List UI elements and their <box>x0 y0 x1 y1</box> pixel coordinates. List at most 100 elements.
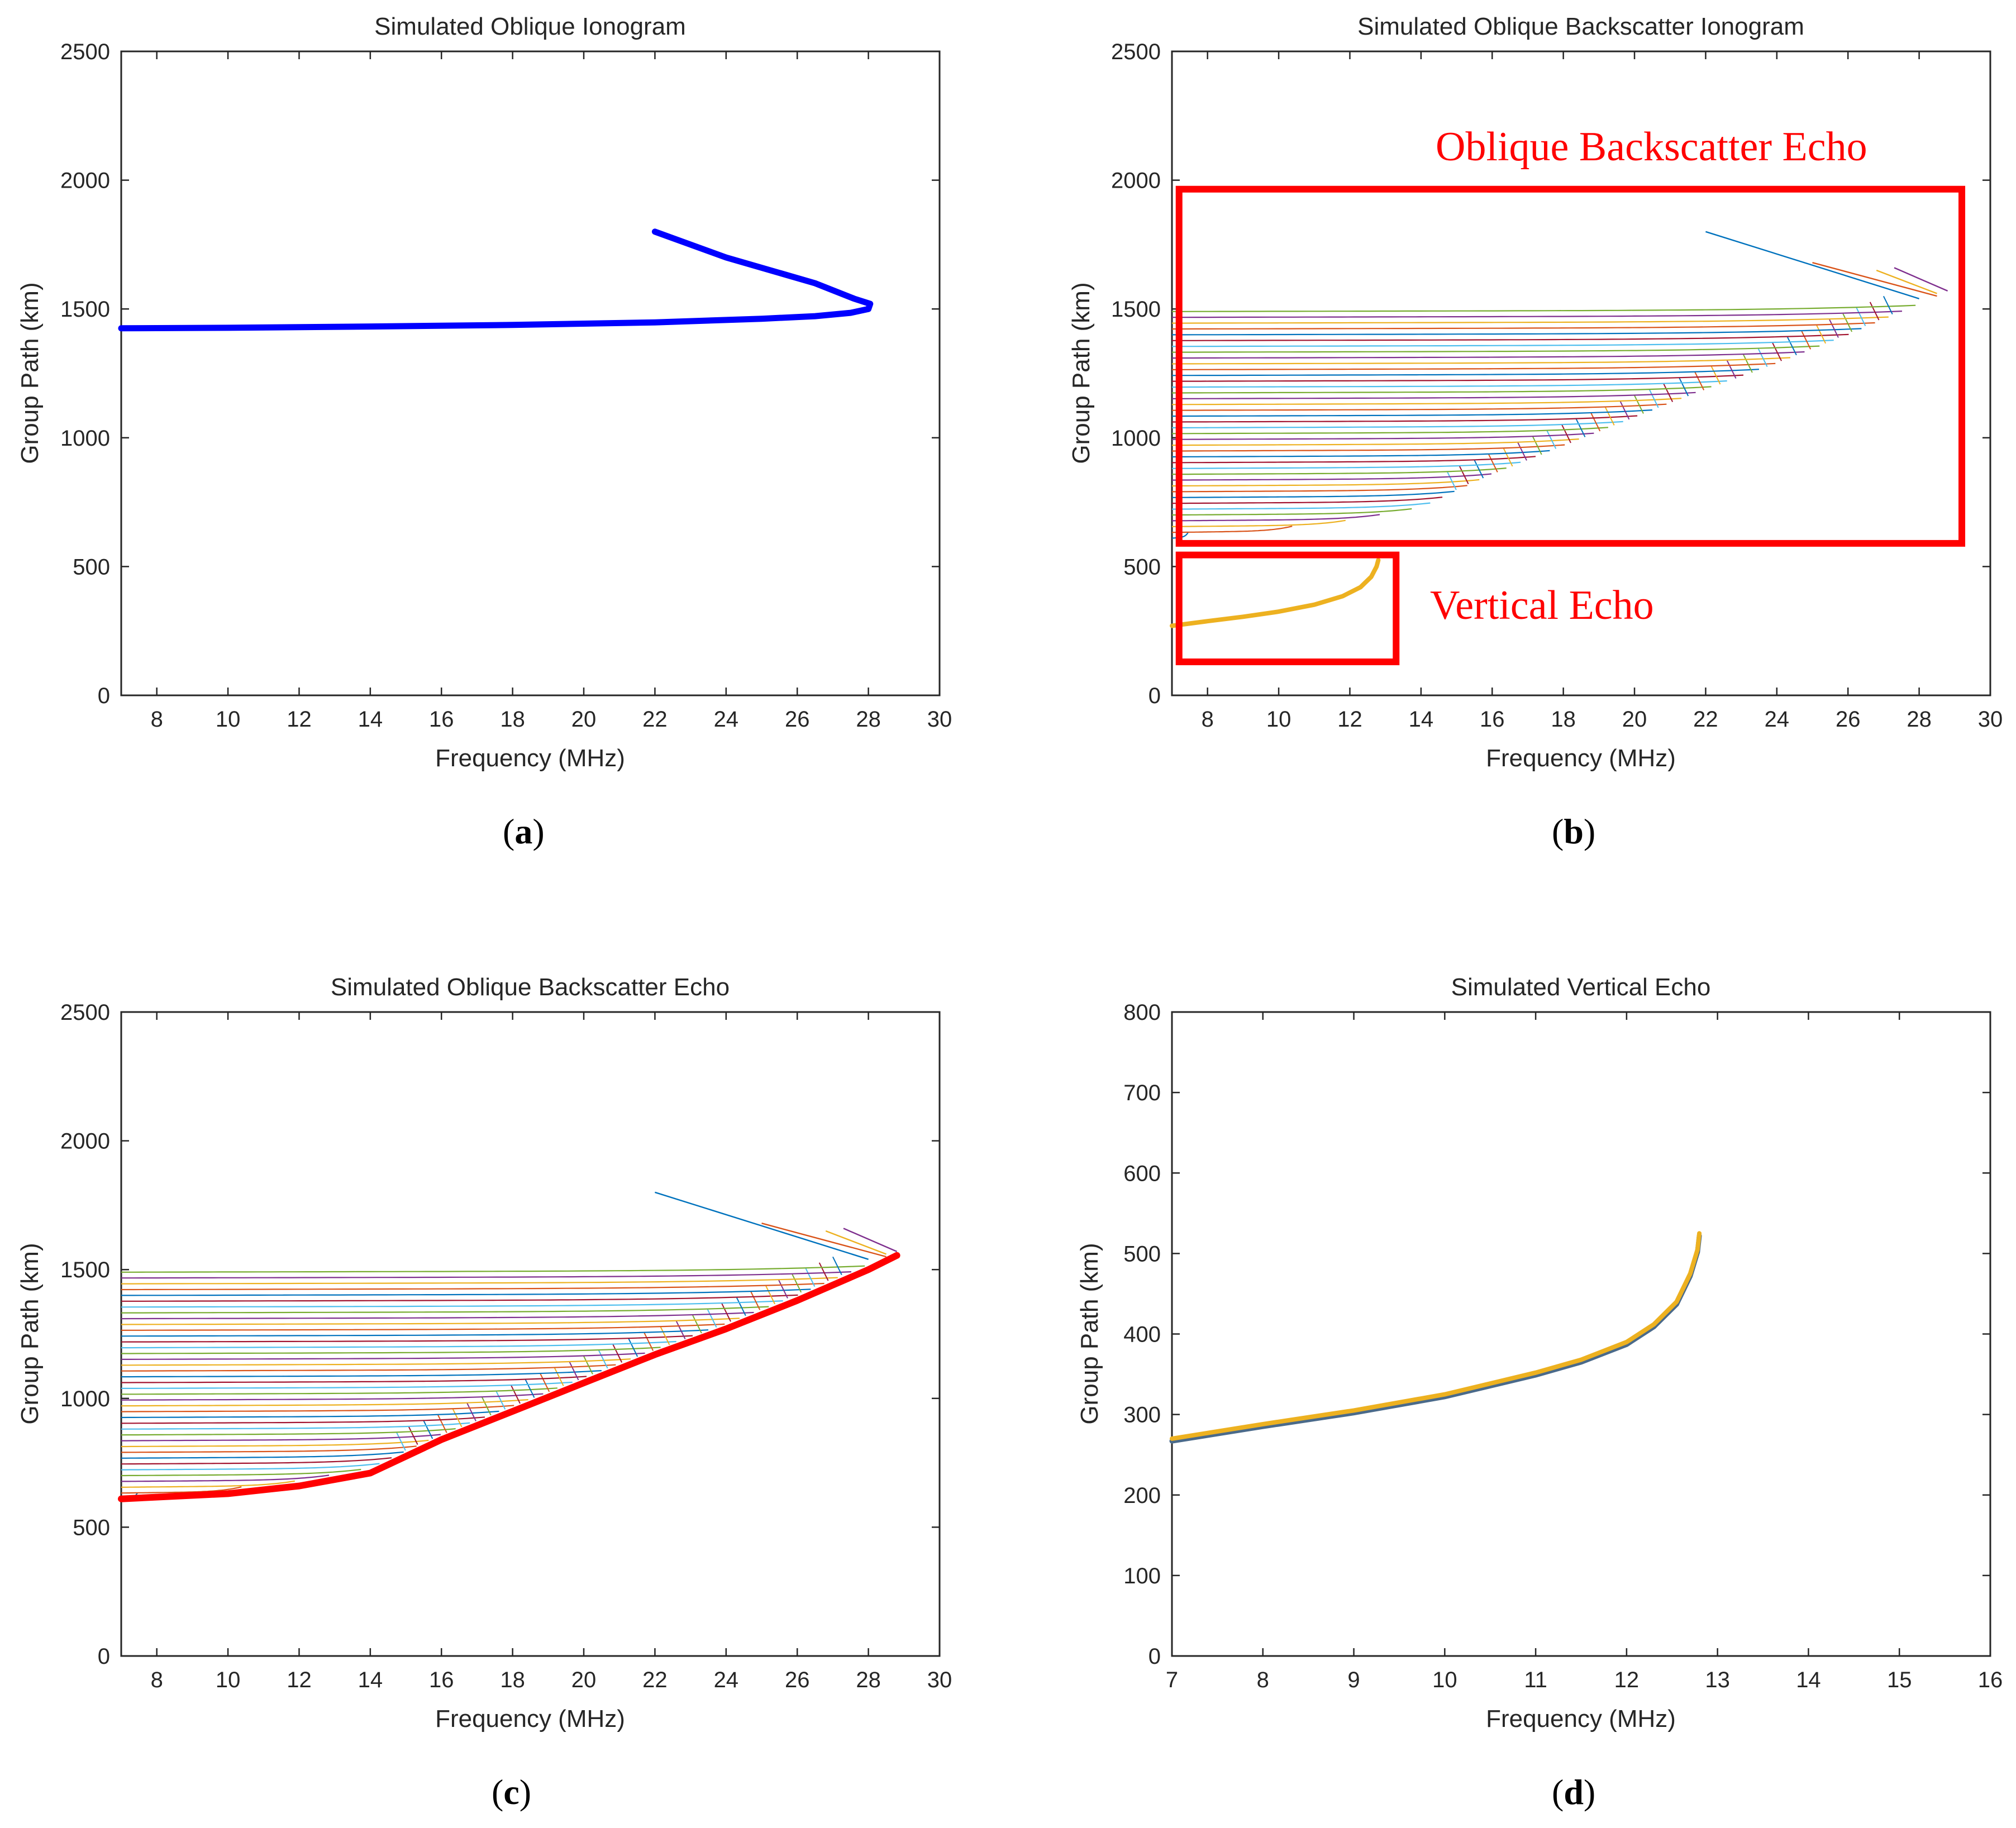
echo-tick <box>482 1397 492 1416</box>
echo-curve <box>121 1480 295 1488</box>
x-tick-label: 11 <box>1524 1668 1547 1692</box>
echo-tick <box>1869 302 1880 321</box>
echo-curve <box>1172 398 1682 405</box>
echo-tick <box>569 1362 579 1381</box>
echo-tick <box>1488 454 1498 472</box>
echo-high-ray <box>1876 269 1937 294</box>
echo-tick <box>1546 430 1557 449</box>
echo-curve <box>121 1451 404 1459</box>
x-tick-label: 12 <box>287 707 312 732</box>
x-tick-label: 16 <box>1480 707 1505 732</box>
echo-tick <box>1757 348 1768 367</box>
echo-tick <box>644 1332 654 1351</box>
echo-tick <box>1474 460 1484 479</box>
y-tick-label: 500 <box>73 1515 110 1540</box>
echo-tick <box>750 1291 761 1310</box>
echo-curve <box>121 1323 725 1331</box>
echo-tick <box>583 1356 593 1374</box>
y-tick-label: 2000 <box>60 1129 110 1154</box>
title-c: Simulated Oblique Backscatter Echo <box>331 973 730 1001</box>
echo-curve <box>1172 514 1380 522</box>
y-tick-label: 500 <box>1123 1242 1161 1266</box>
y-tick-label: 0 <box>98 1644 110 1669</box>
echo-tick <box>598 1350 608 1369</box>
x-tick-label: 7 <box>1166 1668 1178 1692</box>
echo-curve <box>121 1474 330 1482</box>
y-tick-label: 1500 <box>60 1258 110 1282</box>
echo-curve <box>1172 415 1638 423</box>
echo-tick <box>1648 389 1659 408</box>
echo-tick <box>1726 360 1737 379</box>
echo-curve <box>1171 450 1550 458</box>
echo-curve <box>121 1329 709 1337</box>
echo-curve <box>1172 473 1492 481</box>
lines-c <box>118 1191 900 1502</box>
ylabel-d: Group Path (km) <box>1076 1243 1103 1424</box>
echo-curve <box>121 1306 769 1314</box>
echo-tick <box>1517 442 1527 461</box>
echo-curve <box>121 1358 631 1366</box>
echo-tick <box>1883 295 1893 315</box>
echo-curve <box>1172 427 1608 435</box>
echo-curve <box>121 1265 865 1273</box>
vertical-echo-line <box>1170 557 1381 628</box>
echo-curve <box>1172 392 1696 399</box>
y-tick-label: 2500 <box>1111 40 1161 64</box>
echo-curve <box>1171 526 1293 533</box>
panel-b: 8 10 12 14 16 18 20 22 24 26 28 30 0 500 1000 1500 2000 2… <box>1067 13 2003 851</box>
y-tick-label: 500 <box>73 555 110 579</box>
x-tick-label: 30 <box>1978 707 2003 732</box>
xlabel-c: Frequency (MHz) <box>435 1705 625 1732</box>
y-tick-label: 800 <box>1123 1000 1161 1025</box>
echo-tick <box>1842 313 1853 332</box>
ticks-c: 8 10 12 14 16 18 20 22 24 26 28 30 0 500 1000 1500 2000 2… <box>60 1000 952 1692</box>
x-tick-label: 22 <box>642 707 668 732</box>
x-tick-label: 24 <box>714 707 739 732</box>
echo-curve <box>1171 438 1579 446</box>
echo-high-ray <box>655 1191 869 1260</box>
panel-label-a: (a) <box>503 812 545 851</box>
echo-tick <box>660 1326 670 1345</box>
echo-tick <box>1459 465 1469 484</box>
x-tick-label: 20 <box>1622 707 1647 732</box>
x-tick-label: 9 <box>1347 1668 1360 1692</box>
echo-high-ray <box>1894 267 1948 292</box>
echo-tick <box>396 1432 406 1451</box>
echo-tick <box>778 1280 788 1299</box>
panel-a: 8 10 12 14 16 18 20 22 24 26 28 30 0 500 1000 1500 2000 2… <box>16 13 952 851</box>
ticks-b: 8 10 12 14 16 18 20 22 24 26 28 30 0 500 1000 1500 2000 2… <box>1111 40 2003 732</box>
x-tick-label: 10 <box>216 1668 241 1692</box>
panel-d: 7 8 9 10 11 12 13 14 15 16 0 100 200 300 400 500 600 700 8… <box>1076 973 2003 1812</box>
panel-c: 8 10 12 14 16 18 20 22 24 26 28 30 0 500 1000 1500 2000 2… <box>16 973 952 1812</box>
echo-curve <box>121 1416 485 1424</box>
lines-b <box>1170 231 1948 628</box>
y-tick-label: 1500 <box>60 297 110 322</box>
echo-curve <box>1171 357 1791 365</box>
x-tick-label: 16 <box>429 707 454 732</box>
echo-curve <box>1172 479 1480 487</box>
echo-tick <box>1619 401 1630 420</box>
panel-label-d: (d) <box>1552 1772 1595 1812</box>
echo-curve <box>121 1422 470 1430</box>
x-tick-label: 16 <box>429 1668 454 1692</box>
y-tick-label: 1000 <box>60 1387 110 1411</box>
echo-curve <box>121 1387 557 1395</box>
echo-curve <box>1172 304 1916 312</box>
echo-curve <box>1172 380 1727 388</box>
echo-curve <box>121 1434 441 1442</box>
echo-curve <box>121 1439 429 1448</box>
x-tick-label: 30 <box>927 1668 952 1692</box>
x-tick-label: 30 <box>927 707 952 732</box>
echo-tick <box>511 1385 521 1404</box>
echo-curve <box>121 1277 838 1285</box>
plot-area-d <box>1171 1011 1991 1657</box>
echo-tick <box>612 1344 623 1363</box>
title-d: Simulated Vertical Echo <box>1451 973 1711 1001</box>
echo-curve <box>1172 322 1875 330</box>
echo-tick <box>1801 331 1812 350</box>
x-tick-label: 18 <box>1551 707 1576 732</box>
x-tick-label: 18 <box>500 707 525 732</box>
echo-curve <box>1172 333 1849 341</box>
echo-curve <box>121 1364 616 1372</box>
x-tick-label: 22 <box>1693 707 1718 732</box>
